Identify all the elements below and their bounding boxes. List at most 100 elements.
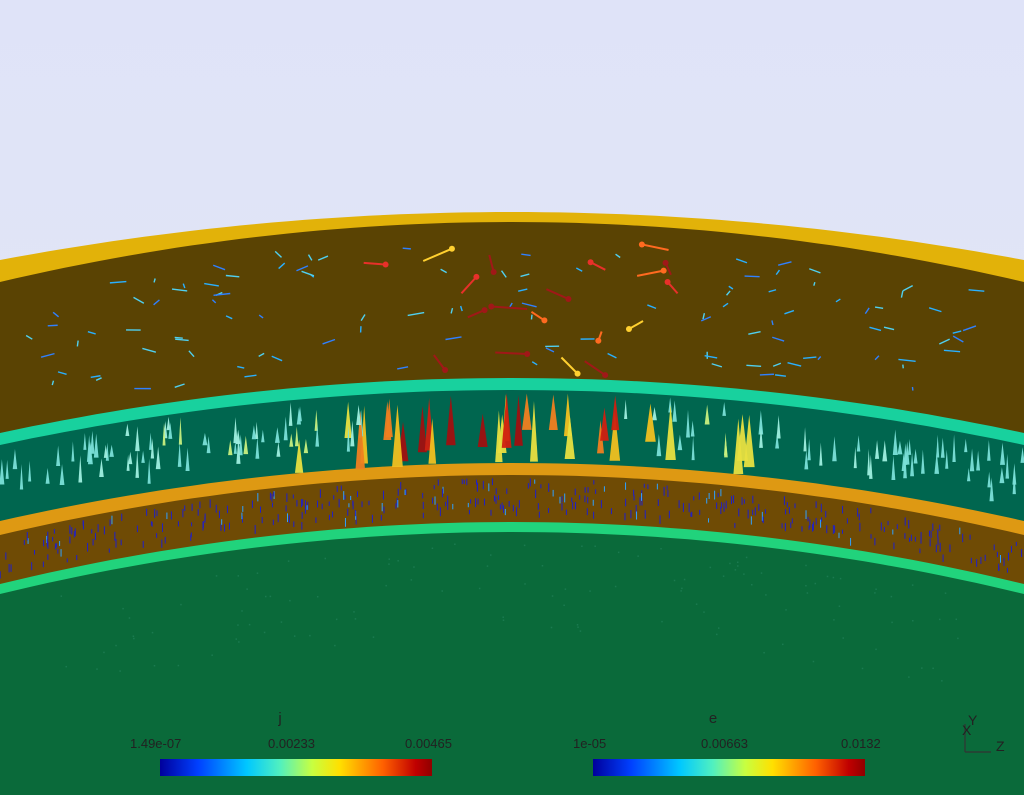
vector-cone bbox=[723, 432, 728, 456]
vector-cone bbox=[185, 447, 190, 471]
vector-cone bbox=[233, 441, 237, 454]
vector-arrow bbox=[274, 250, 282, 258]
core-dot bbox=[875, 648, 877, 651]
vector-cone bbox=[166, 416, 171, 431]
core-dot bbox=[563, 604, 565, 607]
core-dot bbox=[551, 595, 554, 597]
vector-cone bbox=[952, 434, 956, 462]
vector-arrow bbox=[711, 363, 723, 368]
vector-cone bbox=[303, 438, 309, 454]
vector-arrow bbox=[459, 305, 463, 312]
legend-max-label: 0.00465 bbox=[405, 736, 452, 751]
vector-cone bbox=[255, 436, 260, 459]
core-dot bbox=[737, 565, 739, 567]
vector-cone bbox=[874, 440, 880, 459]
core-dot bbox=[388, 558, 391, 560]
core-dot bbox=[579, 630, 582, 632]
vector-cone bbox=[904, 441, 910, 465]
core-dot bbox=[763, 651, 765, 654]
core-dot bbox=[524, 583, 526, 585]
vector-arrow bbox=[52, 311, 60, 318]
core-dot bbox=[912, 619, 914, 622]
vector-arrow bbox=[317, 255, 329, 261]
core-dot bbox=[826, 575, 829, 578]
vector-arrow bbox=[500, 270, 507, 278]
vector-arrow bbox=[521, 302, 537, 308]
core-dot bbox=[673, 579, 676, 582]
vector-arrow bbox=[258, 352, 265, 357]
surface-arrows bbox=[25, 241, 985, 391]
vector-cone bbox=[656, 434, 662, 457]
vector-cone bbox=[807, 438, 811, 461]
core-dot bbox=[932, 667, 934, 670]
core-dot bbox=[237, 575, 240, 577]
arrow-head bbox=[602, 372, 609, 379]
vector-arrow bbox=[607, 352, 617, 359]
vector-arrow bbox=[467, 309, 485, 319]
vector-cone bbox=[1000, 442, 1005, 465]
vector-arrow bbox=[962, 325, 977, 332]
core-dot bbox=[805, 584, 807, 587]
vector-cone bbox=[976, 450, 981, 471]
vector-arrow bbox=[450, 307, 454, 314]
core-dot bbox=[264, 595, 267, 598]
vector-cone bbox=[109, 444, 114, 457]
vector-cone bbox=[233, 417, 238, 444]
vector-cone bbox=[155, 446, 161, 470]
core-dot bbox=[324, 557, 327, 560]
vector-cone bbox=[477, 413, 488, 447]
core-dot bbox=[122, 607, 124, 610]
core-dot bbox=[661, 620, 663, 623]
core-dot bbox=[410, 579, 413, 581]
vector-arrow bbox=[174, 336, 183, 339]
vector-cone bbox=[202, 432, 208, 446]
core-dot bbox=[874, 592, 876, 594]
core-dot bbox=[490, 554, 492, 556]
vector-arrow bbox=[520, 273, 530, 278]
colorbar bbox=[593, 759, 865, 776]
brown-band-vectors bbox=[0, 478, 1023, 682]
vector-cone bbox=[147, 458, 151, 484]
core-dot bbox=[833, 619, 835, 621]
vector-cone bbox=[383, 401, 392, 440]
core-dot bbox=[832, 576, 835, 579]
vector-arrow bbox=[57, 371, 67, 376]
vector-cone bbox=[668, 397, 672, 413]
vector-cone bbox=[344, 401, 352, 439]
vector-cone bbox=[294, 426, 299, 447]
vector-cone bbox=[93, 433, 99, 458]
vector-arrow bbox=[225, 315, 233, 320]
vector-cone bbox=[921, 449, 925, 474]
vector-arrow bbox=[174, 383, 185, 389]
vector-arrow bbox=[748, 330, 761, 335]
core-dot bbox=[680, 590, 682, 592]
vector-cone bbox=[243, 435, 249, 455]
vector-cone bbox=[690, 420, 695, 437]
core-dot bbox=[523, 544, 526, 547]
vector-arrow bbox=[213, 292, 231, 297]
core-dot bbox=[814, 582, 817, 585]
core-dot bbox=[957, 637, 959, 640]
vector-cone bbox=[289, 433, 294, 447]
legend-title: e bbox=[708, 710, 718, 727]
vector-arrow bbox=[771, 320, 774, 326]
vector-cone bbox=[149, 432, 153, 450]
vector-arrow bbox=[296, 265, 309, 272]
core-dot bbox=[541, 564, 544, 567]
core-dot bbox=[576, 624, 579, 626]
vector-cone bbox=[12, 449, 18, 470]
vector-arrow bbox=[869, 326, 882, 332]
vector-cone bbox=[78, 455, 83, 483]
vector-cone bbox=[296, 407, 302, 425]
vector-arrow bbox=[531, 361, 538, 366]
vector-arrow bbox=[51, 380, 55, 386]
core-dot bbox=[838, 605, 841, 607]
vector-arrow bbox=[746, 364, 762, 367]
core-dot bbox=[716, 633, 718, 636]
core-dot bbox=[316, 595, 319, 598]
vector-cone bbox=[758, 410, 764, 435]
vector-arrow bbox=[968, 289, 985, 292]
vector-arrow bbox=[211, 299, 217, 304]
